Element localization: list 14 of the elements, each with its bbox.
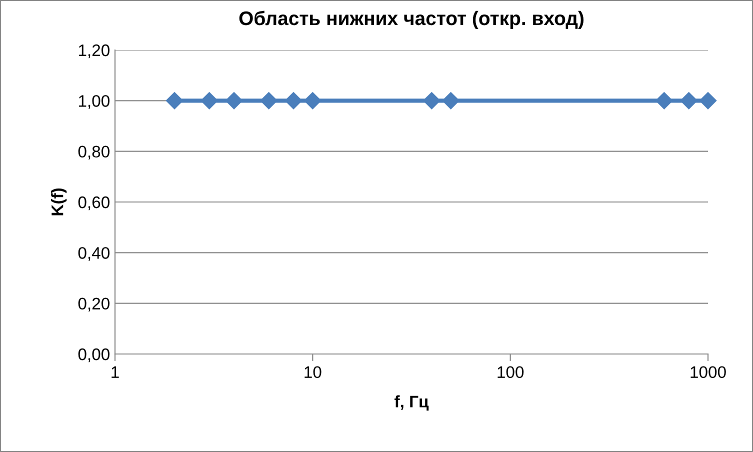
x-tick-label: 1000 (690, 366, 726, 378)
y-tick-label: 0,60 (78, 196, 110, 210)
y-tick-label: 1,00 (78, 95, 110, 109)
x-tick-label: 10 (304, 366, 322, 378)
x-tick-label: 1 (112, 366, 119, 378)
y-tick-label: 0,20 (78, 298, 110, 312)
chart-title: Область нижних частот (откр. вход) (239, 10, 584, 30)
x-axis-title: f, Гц (394, 395, 429, 411)
x-tick-label: 100 (498, 366, 524, 378)
y-tick-label: 0,80 (78, 146, 110, 160)
y-tick-label: 1,20 (78, 44, 110, 58)
y-tick-label: 0,40 (78, 247, 110, 261)
y-tick-label: 0,00 (78, 348, 110, 362)
y-axis-title: K(f) (51, 188, 67, 216)
